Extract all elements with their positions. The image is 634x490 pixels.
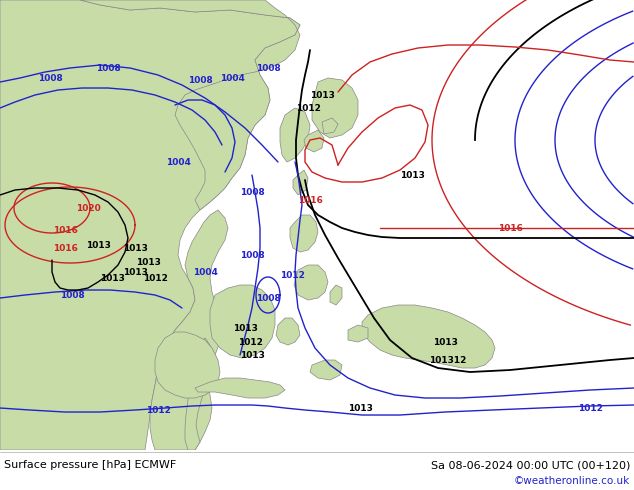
Text: 1013: 1013 [100, 273, 124, 283]
Polygon shape [310, 360, 342, 380]
Polygon shape [280, 108, 310, 162]
Text: 1013: 1013 [233, 323, 257, 333]
Text: 101312: 101312 [429, 356, 467, 365]
Polygon shape [80, 0, 300, 210]
Polygon shape [293, 170, 308, 195]
Text: 1012: 1012 [295, 103, 320, 113]
Text: 1008: 1008 [188, 75, 212, 84]
Text: 1008: 1008 [240, 250, 264, 260]
Polygon shape [185, 338, 212, 450]
Text: 1013: 1013 [136, 258, 160, 267]
Polygon shape [276, 318, 300, 345]
Text: 1008: 1008 [256, 294, 280, 302]
Text: 1013: 1013 [240, 350, 264, 360]
Text: 1020: 1020 [75, 203, 100, 213]
Text: 1004: 1004 [219, 74, 245, 82]
Text: 1008: 1008 [60, 291, 84, 299]
Text: 1013: 1013 [122, 268, 148, 276]
Polygon shape [348, 325, 368, 342]
Text: Surface pressure [hPa] ECMWF: Surface pressure [hPa] ECMWF [4, 460, 176, 470]
Text: ©weatheronline.co.uk: ©weatheronline.co.uk [514, 476, 630, 486]
Polygon shape [294, 265, 328, 300]
Text: 1012: 1012 [280, 270, 304, 279]
Text: 1012: 1012 [143, 273, 167, 283]
Text: 1004: 1004 [193, 268, 217, 276]
Text: 1016: 1016 [498, 223, 522, 233]
Text: 1013: 1013 [399, 171, 424, 179]
Polygon shape [330, 285, 342, 305]
Polygon shape [195, 378, 285, 398]
Text: 1013: 1013 [86, 241, 110, 249]
Polygon shape [304, 130, 324, 152]
Text: 1012: 1012 [238, 338, 262, 346]
Text: Sa 08-06-2024 00:00 UTC (00+120): Sa 08-06-2024 00:00 UTC (00+120) [430, 460, 630, 470]
Text: 1004: 1004 [165, 157, 190, 167]
Text: 1012: 1012 [146, 406, 171, 415]
Text: 1016: 1016 [53, 225, 77, 235]
Polygon shape [312, 78, 358, 138]
Polygon shape [362, 305, 495, 368]
Polygon shape [210, 285, 275, 358]
Text: 1013: 1013 [432, 338, 458, 346]
Text: 1013: 1013 [122, 244, 148, 252]
Text: 1008: 1008 [240, 188, 264, 196]
Polygon shape [322, 118, 338, 134]
Text: 1008: 1008 [256, 64, 280, 73]
Text: 1016: 1016 [297, 196, 323, 204]
Text: 1016: 1016 [53, 244, 77, 252]
Polygon shape [0, 0, 300, 450]
Text: 1013: 1013 [347, 403, 372, 413]
Polygon shape [155, 332, 220, 398]
Text: 1008: 1008 [37, 74, 62, 82]
Text: 1012: 1012 [578, 403, 602, 413]
Text: 1013: 1013 [309, 91, 335, 99]
Polygon shape [290, 215, 318, 252]
Text: 1008: 1008 [96, 64, 120, 73]
Polygon shape [150, 210, 228, 450]
